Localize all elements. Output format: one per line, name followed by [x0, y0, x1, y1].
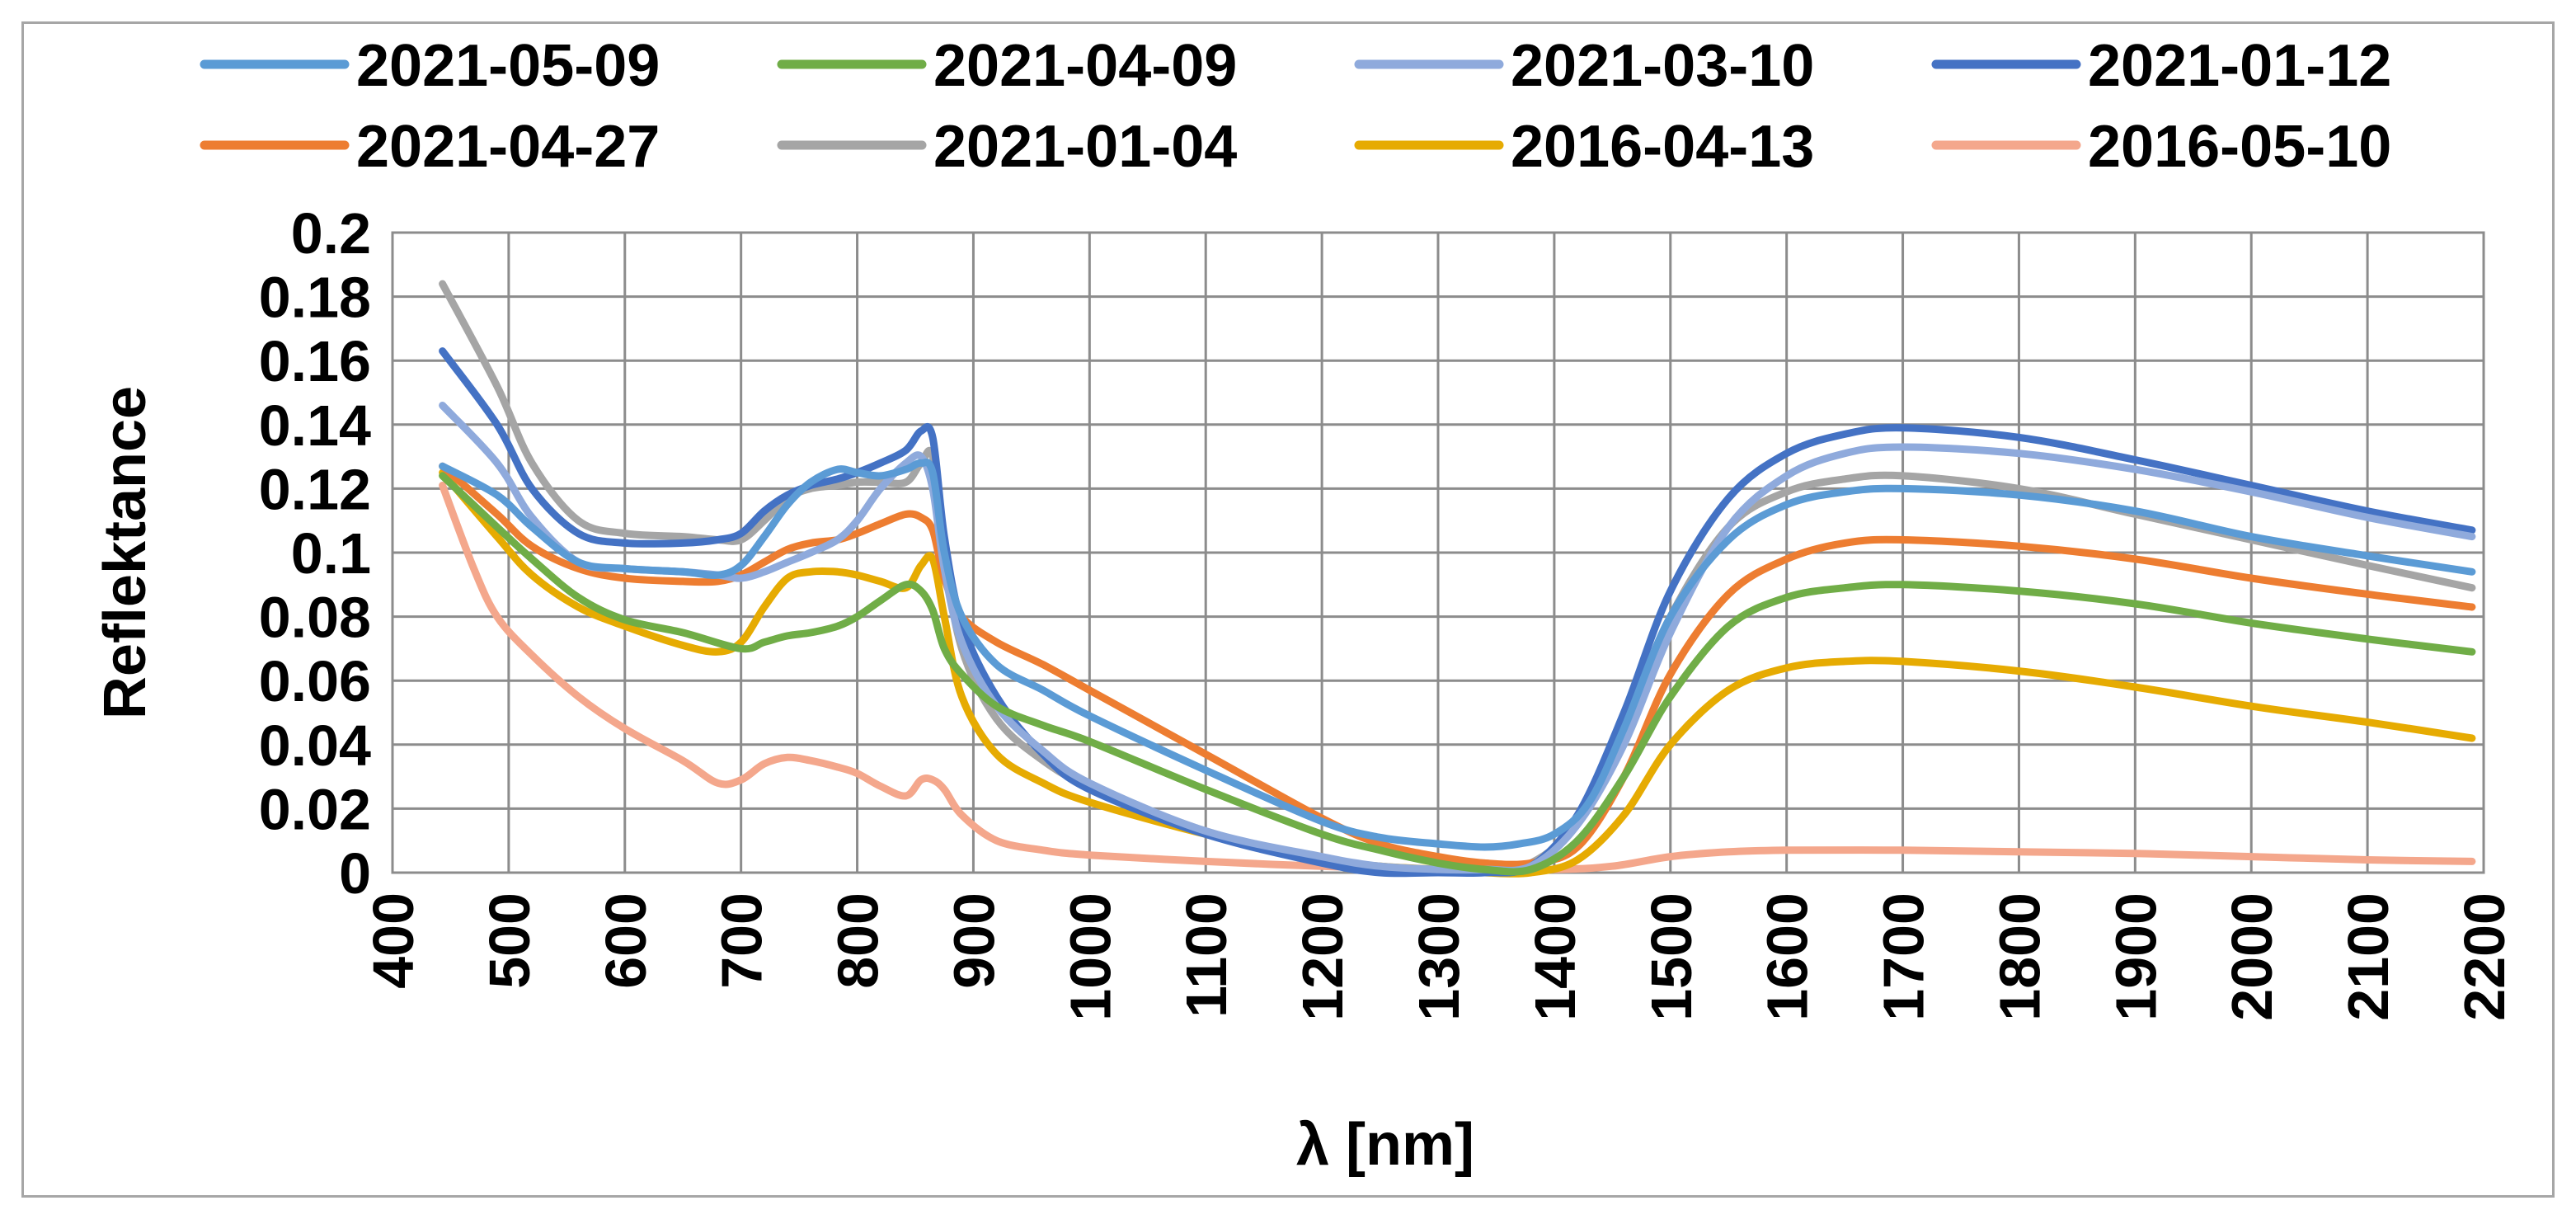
- x-tick-label: 1100: [1174, 892, 1239, 1018]
- y-tick-label: 0.1: [291, 521, 371, 586]
- legend-item-2021-01-04: 2021-01-04: [777, 114, 1237, 180]
- x-tick-label: 1400: [1523, 892, 1587, 1021]
- y-tick-label: 0.14: [259, 393, 371, 458]
- x-tick-label: 2000: [2220, 892, 2284, 1021]
- y-axis-tick-labels: 00.020.040.060.080.10.120.140.160.180.2: [259, 201, 371, 906]
- x-tick-label: 2100: [2336, 892, 2400, 1021]
- x-tick-label: 400: [361, 892, 425, 989]
- chart-frame: [21, 21, 2555, 1198]
- legend-item-2021-05-09: 2021-05-09: [200, 33, 660, 99]
- legend-label: 2021-04-27: [356, 114, 660, 180]
- legend-item-2016-04-13: 2016-04-13: [1354, 114, 1814, 180]
- x-tick-label: 1600: [1756, 892, 1820, 1021]
- series-line-2021-04-09: [439, 472, 2476, 876]
- legend-label: 2016-04-13: [1511, 114, 1814, 180]
- y-tick-label: 0.2: [291, 201, 371, 266]
- series-line-2021-03-10: [439, 402, 2476, 874]
- legend-item-2021-04-27: 2021-04-27: [200, 114, 660, 180]
- x-tick-label: 700: [710, 892, 774, 989]
- y-tick-label: 0.02: [259, 777, 371, 841]
- y-tick-label: 0.12: [259, 457, 371, 521]
- legend-label: 2021-03-10: [1511, 33, 1814, 99]
- y-tick-label: 0.06: [259, 649, 371, 713]
- series-line-2016-05-10: [439, 482, 2476, 874]
- legend-item-2021-01-12: 2021-01-12: [1931, 33, 2391, 99]
- x-tick-label: 800: [826, 892, 891, 989]
- series-lines: [439, 280, 2476, 878]
- y-tick-label: 0.04: [259, 713, 371, 778]
- y-axis-title: Reflektance: [92, 386, 158, 719]
- legend-item-2021-04-09: 2021-04-09: [777, 33, 1237, 99]
- y-tick-label: 0: [339, 841, 371, 906]
- x-tick-label: 1800: [1987, 892, 2052, 1021]
- legend-label: 2021-01-04: [933, 114, 1237, 180]
- legend-label: 2016-05-10: [2088, 114, 2391, 180]
- series-line-2021-05-09: [439, 459, 2476, 851]
- x-tick-label: 1300: [1407, 892, 1471, 1021]
- x-axis-tick-labels: 400 500 600 700 800 900 1000 1100 1200 1300 1400 15…: [361, 892, 2517, 1021]
- legend: 2021-05-09 2021-04-09 2021-03-10 2021-01-12…: [200, 33, 2391, 180]
- x-tick-label: 1000: [1058, 892, 1122, 1021]
- y-tick-label: 0.08: [259, 586, 371, 650]
- legend-item-2021-03-10: 2021-03-10: [1354, 33, 1814, 99]
- x-axis-title: λ [nm]: [1296, 1112, 1474, 1178]
- x-tick-label: 900: [942, 892, 1006, 989]
- legend-label: 2021-05-09: [356, 33, 660, 99]
- x-tick-label: 1500: [1639, 892, 1704, 1021]
- x-tick-label: 600: [594, 892, 658, 989]
- x-tick-label: 2200: [2452, 892, 2517, 1021]
- x-tick-label: 500: [477, 892, 542, 989]
- y-tick-label: 0.18: [259, 266, 371, 330]
- legend-item-2016-05-10: 2016-05-10: [1931, 114, 2391, 180]
- legend-label: 2021-01-12: [2088, 33, 2391, 99]
- series-line-2016-04-13: [439, 468, 2476, 878]
- x-tick-label: 1900: [2104, 892, 2168, 1021]
- x-tick-label: 1700: [1872, 892, 1936, 1021]
- y-tick-label: 0.16: [259, 329, 371, 393]
- legend-label: 2021-04-09: [933, 33, 1237, 99]
- x-tick-label: 1200: [1290, 892, 1355, 1021]
- series-line-2021-01-12: [439, 347, 2476, 878]
